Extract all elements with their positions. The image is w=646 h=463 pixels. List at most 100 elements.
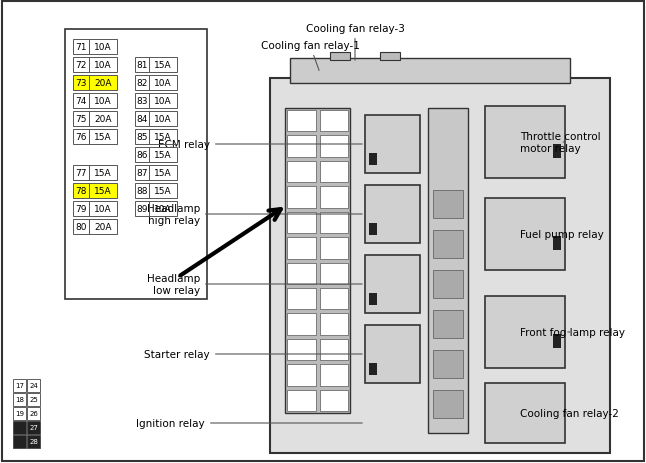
Bar: [73, 201, 89, 217]
Bar: [13, 407, 26, 420]
Bar: [27, 379, 40, 392]
Text: 78: 78: [75, 187, 87, 195]
Text: 86: 86: [136, 150, 148, 160]
Bar: [365, 325, 420, 383]
Bar: [149, 184, 177, 199]
Bar: [89, 166, 117, 181]
Text: 17: 17: [15, 383, 24, 388]
Bar: [13, 435, 26, 448]
Text: 72: 72: [76, 61, 87, 70]
Bar: [320, 263, 348, 284]
Text: 15A: 15A: [154, 133, 172, 142]
Text: 10A: 10A: [154, 205, 172, 213]
Bar: [89, 201, 117, 217]
Text: 89: 89: [136, 205, 148, 213]
Bar: [433, 310, 463, 338]
Bar: [369, 224, 377, 236]
Text: 79: 79: [75, 205, 87, 213]
Bar: [73, 94, 89, 109]
Bar: [365, 116, 420, 174]
Bar: [149, 201, 177, 217]
Bar: [135, 94, 149, 109]
Bar: [73, 40, 89, 55]
Bar: [320, 238, 348, 259]
Bar: [27, 421, 40, 434]
Bar: [485, 107, 565, 179]
Bar: [320, 288, 348, 310]
Text: Ignition relay: Ignition relay: [136, 418, 362, 428]
Bar: [135, 130, 149, 144]
Text: 74: 74: [76, 97, 87, 106]
Bar: [89, 219, 117, 234]
Bar: [89, 40, 117, 55]
Text: 25: 25: [29, 397, 38, 403]
Bar: [320, 212, 348, 233]
Bar: [369, 154, 377, 166]
Bar: [485, 296, 565, 368]
Bar: [135, 58, 149, 73]
Bar: [287, 111, 315, 132]
Bar: [287, 238, 315, 259]
Bar: [135, 184, 149, 199]
Bar: [135, 112, 149, 127]
Bar: [287, 136, 315, 157]
Bar: [73, 112, 89, 127]
Bar: [149, 166, 177, 181]
Bar: [270, 79, 610, 453]
Text: 10A: 10A: [94, 205, 112, 213]
Text: 24: 24: [29, 383, 38, 388]
Bar: [365, 186, 420, 244]
Text: ECM relay: ECM relay: [158, 140, 362, 150]
Text: 15A: 15A: [94, 187, 112, 195]
Bar: [433, 231, 463, 258]
Text: Cooling fan relay-3: Cooling fan relay-3: [306, 24, 404, 61]
Bar: [287, 187, 315, 208]
Bar: [149, 58, 177, 73]
Bar: [285, 109, 350, 413]
Bar: [330, 53, 350, 61]
Text: 20A: 20A: [94, 115, 112, 124]
Text: 80: 80: [75, 223, 87, 232]
Text: 85: 85: [136, 133, 148, 142]
Bar: [485, 383, 565, 443]
Text: 10A: 10A: [154, 97, 172, 106]
Bar: [287, 390, 315, 411]
Text: Starter relay: Starter relay: [144, 349, 362, 359]
Bar: [320, 364, 348, 386]
Text: 81: 81: [136, 61, 148, 70]
Bar: [27, 407, 40, 420]
Text: 26: 26: [29, 411, 38, 417]
Text: 18: 18: [15, 397, 24, 403]
Bar: [135, 76, 149, 91]
Text: 15A: 15A: [94, 169, 112, 178]
Bar: [149, 148, 177, 163]
Bar: [89, 58, 117, 73]
Text: 10A: 10A: [94, 97, 112, 106]
Bar: [89, 112, 117, 127]
Text: Throttle control
motor relay: Throttle control motor relay: [520, 132, 601, 153]
Bar: [287, 263, 315, 284]
Bar: [287, 288, 315, 310]
Bar: [433, 191, 463, 219]
Bar: [553, 144, 561, 159]
Text: 15A: 15A: [154, 150, 172, 160]
Text: Cooling fan relay-1: Cooling fan relay-1: [260, 41, 359, 71]
Bar: [485, 199, 565, 270]
Bar: [73, 184, 117, 199]
Bar: [433, 270, 463, 298]
Text: 76: 76: [75, 133, 87, 142]
Bar: [553, 334, 561, 348]
Text: 10A: 10A: [154, 115, 172, 124]
Text: 75: 75: [75, 115, 87, 124]
Bar: [380, 53, 400, 61]
Bar: [89, 76, 117, 91]
Text: 20A: 20A: [94, 223, 112, 232]
Bar: [287, 313, 315, 335]
Bar: [13, 379, 26, 392]
Bar: [320, 136, 348, 157]
Bar: [433, 350, 463, 378]
Bar: [65, 30, 207, 300]
Bar: [320, 111, 348, 132]
Bar: [13, 421, 26, 434]
Bar: [135, 148, 149, 163]
